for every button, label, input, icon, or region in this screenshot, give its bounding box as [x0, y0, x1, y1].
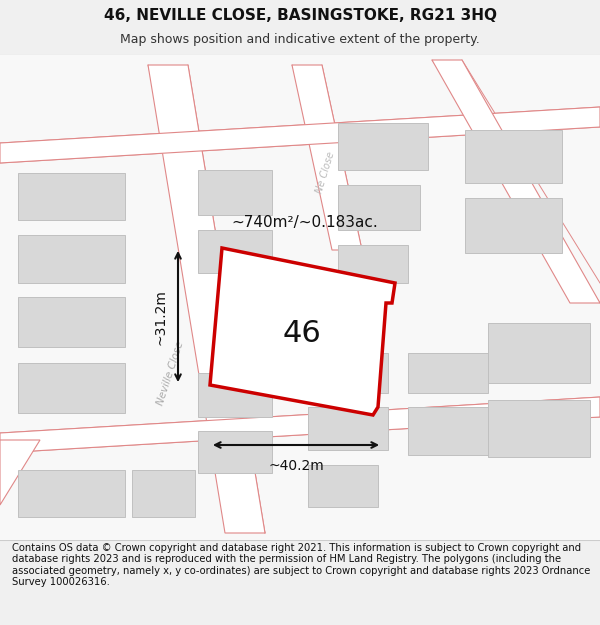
- Text: Neville Close: Neville Close: [155, 340, 185, 406]
- Polygon shape: [408, 353, 488, 393]
- Polygon shape: [488, 323, 590, 383]
- Polygon shape: [198, 230, 272, 273]
- Text: ~31.2m: ~31.2m: [154, 289, 168, 345]
- Text: 46: 46: [283, 319, 322, 348]
- Polygon shape: [432, 60, 600, 303]
- Polygon shape: [308, 353, 388, 393]
- Polygon shape: [465, 198, 562, 253]
- Polygon shape: [18, 363, 125, 413]
- Polygon shape: [18, 173, 125, 220]
- Polygon shape: [338, 185, 420, 230]
- Polygon shape: [308, 407, 388, 450]
- Polygon shape: [18, 297, 125, 347]
- Polygon shape: [198, 431, 272, 473]
- Polygon shape: [198, 170, 272, 215]
- Polygon shape: [338, 123, 428, 170]
- Polygon shape: [408, 407, 488, 455]
- Polygon shape: [18, 235, 125, 283]
- Polygon shape: [465, 130, 562, 183]
- Polygon shape: [18, 470, 125, 517]
- Polygon shape: [0, 397, 600, 453]
- Text: ~740m²/~0.183ac.: ~740m²/~0.183ac.: [232, 216, 379, 231]
- Polygon shape: [0, 440, 40, 505]
- Polygon shape: [292, 65, 362, 250]
- Text: Ne Close: Ne Close: [314, 151, 336, 195]
- Text: Contains OS data © Crown copyright and database right 2021. This information is : Contains OS data © Crown copyright and d…: [12, 542, 590, 588]
- Text: 46, NEVILLE CLOSE, BASINGSTOKE, RG21 3HQ: 46, NEVILLE CLOSE, BASINGSTOKE, RG21 3HQ: [104, 8, 497, 23]
- Polygon shape: [338, 245, 408, 283]
- Polygon shape: [0, 107, 600, 163]
- Polygon shape: [488, 400, 590, 457]
- Polygon shape: [198, 373, 272, 417]
- Text: ~40.2m: ~40.2m: [268, 459, 324, 473]
- Polygon shape: [148, 65, 265, 533]
- Polygon shape: [308, 465, 378, 507]
- Text: Map shows position and indicative extent of the property.: Map shows position and indicative extent…: [120, 33, 480, 46]
- Polygon shape: [210, 248, 395, 415]
- Polygon shape: [132, 470, 195, 517]
